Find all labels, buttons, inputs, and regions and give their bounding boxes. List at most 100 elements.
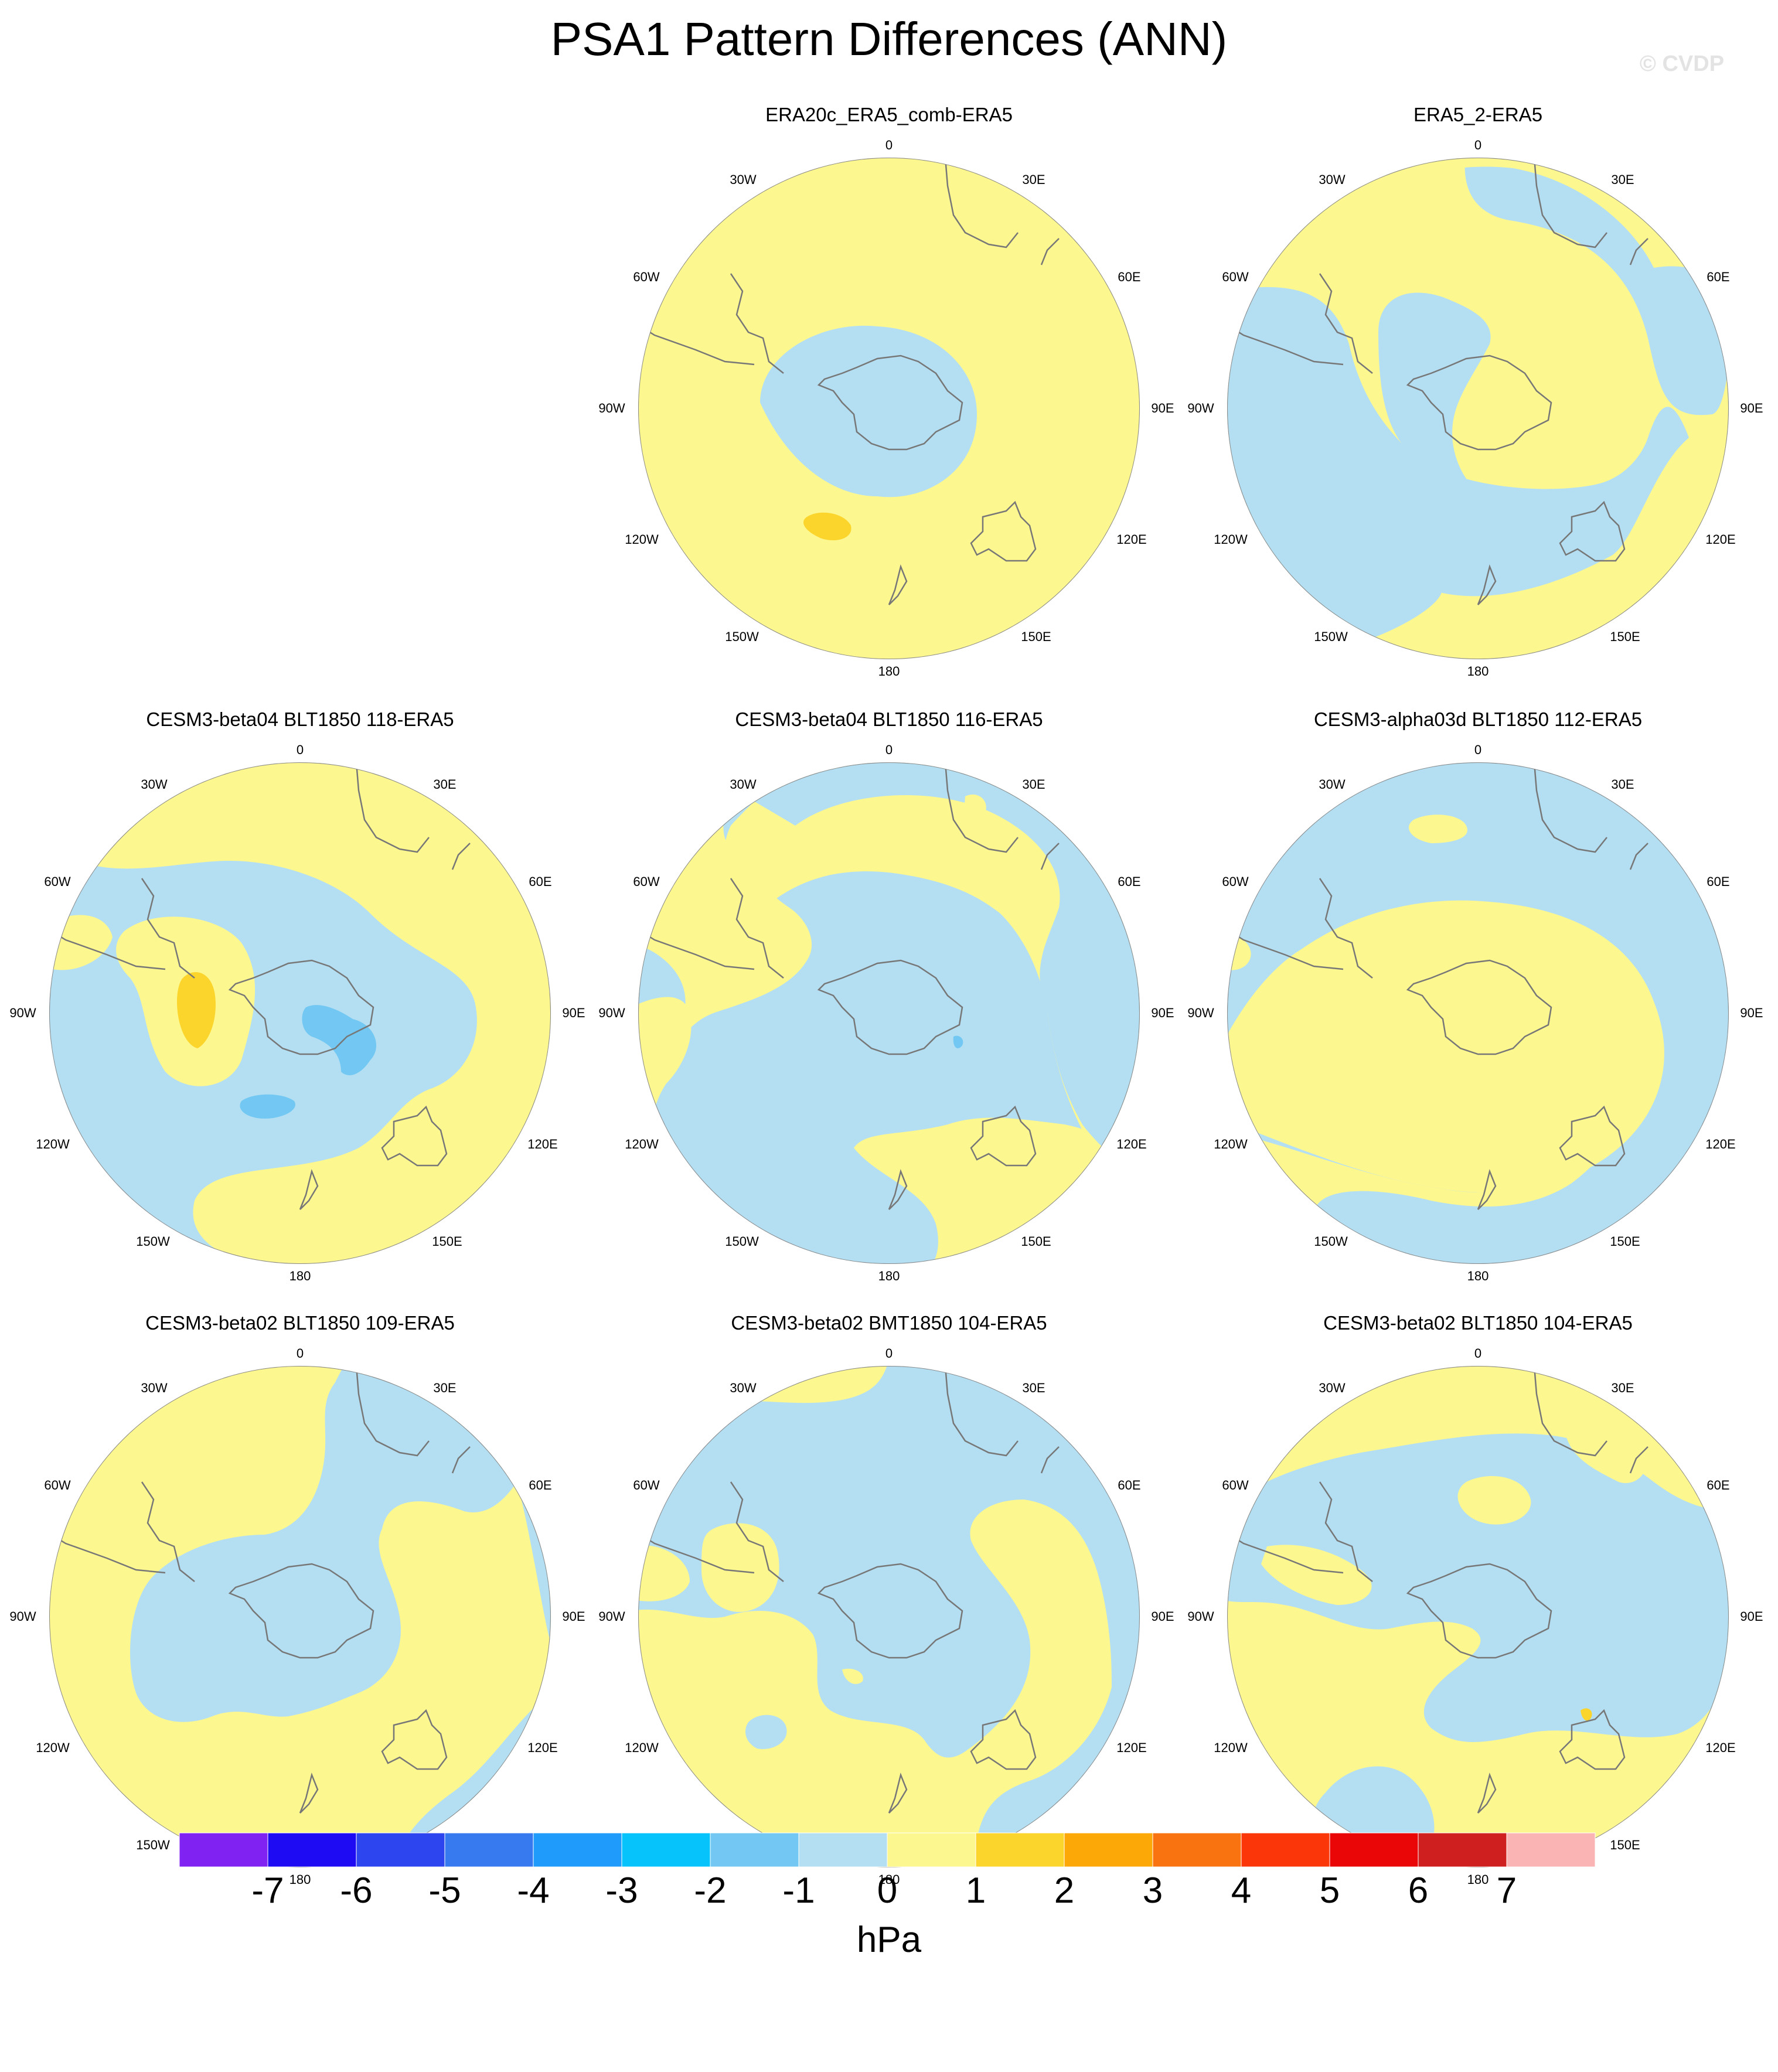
coastline	[1532, 158, 1648, 265]
positive-anomaly-region	[1227, 900, 1664, 1193]
lon-label: 90W	[1187, 1006, 1214, 1020]
lon-label: 30E	[1022, 1381, 1045, 1395]
colorbar-tick-label: -2	[694, 1870, 727, 1911]
lon-label: 60W	[1222, 1478, 1249, 1492]
panel-title: CESM3-beta02 BMT1850 104-ERA5	[731, 1312, 1047, 1334]
lon-label: 30W	[1319, 1381, 1346, 1395]
lon-label: 120W	[1214, 532, 1248, 547]
lon-label: 60E	[1118, 1478, 1141, 1492]
lon-label: 60E	[1707, 1478, 1730, 1492]
positive-anomaly-region	[638, 762, 1140, 1189]
lon-label: 60E	[1707, 270, 1730, 284]
lon-label: 30E	[1611, 777, 1634, 792]
lon-label: 120E	[527, 1137, 558, 1151]
lon-label: 30E	[1611, 172, 1634, 187]
coastline	[49, 878, 195, 979]
positive-anomaly-region	[638, 1545, 690, 1601]
colorbar-tick-label: -5	[428, 1870, 461, 1911]
negative-anomaly-region	[1665, 1792, 1729, 1867]
map-frame	[49, 1366, 551, 1867]
lon-label: 180	[1467, 664, 1489, 679]
map-frame	[638, 762, 1140, 1264]
colorbar-box	[710, 1832, 799, 1867]
lon-label: 150W	[725, 629, 759, 644]
panel-title: CESM3-alpha03d BLT1850 112-ERA5	[1313, 708, 1643, 730]
lon-label: 90W	[1187, 401, 1214, 415]
positive-anomaly-region	[1227, 158, 1729, 659]
lon-label: 120W	[1214, 1137, 1248, 1151]
positive-anomaly-region	[1581, 1708, 1592, 1721]
colorbar-box	[1506, 1832, 1596, 1867]
coastline	[355, 1366, 471, 1474]
lon-label: 0	[1474, 1346, 1482, 1361]
colorbar-box	[887, 1832, 976, 1867]
lon-label: 180	[878, 664, 900, 679]
negative-anomaly-region	[130, 1366, 551, 1722]
lon-label: 90E	[1151, 1609, 1174, 1624]
lon-label: 0	[885, 1346, 893, 1361]
positive-anomaly-region	[638, 997, 692, 1264]
coastline	[888, 500, 1037, 605]
lon-label: 60W	[44, 874, 71, 889]
lon-label: 90E	[562, 1006, 585, 1020]
lon-label: 90W	[9, 1609, 36, 1624]
lon-label: 150W	[1314, 629, 1348, 644]
lon-label: 60W	[44, 1478, 71, 1492]
colorbar-tick-label: 7	[1496, 1870, 1517, 1911]
negative-anomaly-region	[1227, 762, 1729, 1264]
positive-anomaly-region	[1227, 936, 1251, 970]
negative-anomaly-region	[638, 943, 686, 1066]
lon-label: 150W	[1314, 1234, 1348, 1249]
positive-anomaly-region	[1227, 158, 1729, 291]
colorbar-tick-label: 6	[1408, 1870, 1429, 1911]
lon-label: 30E	[1022, 777, 1045, 792]
lon-label: 90W	[1187, 1609, 1214, 1624]
polar-map	[638, 762, 1140, 1264]
lon-label: 180	[289, 1269, 311, 1283]
lon-label: 150E	[432, 1234, 462, 1249]
panel-title: CESM3-beta04 BLT1850 118-ERA5	[146, 708, 454, 730]
panel-title: CESM3-beta02 BLT1850 109-ERA5	[145, 1312, 455, 1334]
coastline	[1477, 1709, 1626, 1814]
lon-label: 30W	[141, 777, 168, 792]
lon-label: 60W	[633, 1478, 660, 1492]
positive-anomaly-region	[1227, 1130, 1613, 1264]
lon-label: 30E	[433, 1381, 457, 1395]
positive-anomaly-region	[842, 1668, 863, 1684]
negative-anomaly-region	[638, 1366, 1140, 1867]
coastline	[228, 1563, 374, 1659]
coastline	[1477, 1105, 1626, 1210]
colorbar-box	[267, 1832, 357, 1867]
lon-label: 0	[885, 138, 893, 152]
positive-anomaly-region	[116, 916, 256, 1086]
positive-anomaly-region	[1566, 1430, 1646, 1483]
positive-anomaly-region	[638, 762, 1140, 1264]
negative-anomaly-region	[1378, 292, 1491, 480]
colorbar-tick-label: -7	[251, 1870, 284, 1911]
coastline	[299, 1709, 448, 1814]
lon-label: 150E	[1610, 629, 1640, 644]
lon-label: 120W	[36, 1740, 70, 1755]
negative-anomaly-region	[388, 1687, 551, 1867]
coastline	[944, 762, 1060, 870]
coastline	[1406, 1563, 1552, 1659]
coastline	[1227, 273, 1373, 374]
positive-anomaly-region	[701, 1523, 779, 1612]
polar-map	[638, 1366, 1140, 1867]
lon-label: 0	[885, 742, 893, 757]
coastline	[1227, 1481, 1373, 1582]
lon-label: 90W	[598, 401, 625, 415]
positive-anomaly-region	[1457, 1476, 1531, 1525]
lon-label: 120E	[1116, 1137, 1147, 1151]
lon-label: 90E	[1740, 1006, 1763, 1020]
positive-anomaly-region	[49, 915, 113, 970]
lon-label: 60W	[633, 270, 660, 284]
coastline	[1406, 959, 1552, 1055]
